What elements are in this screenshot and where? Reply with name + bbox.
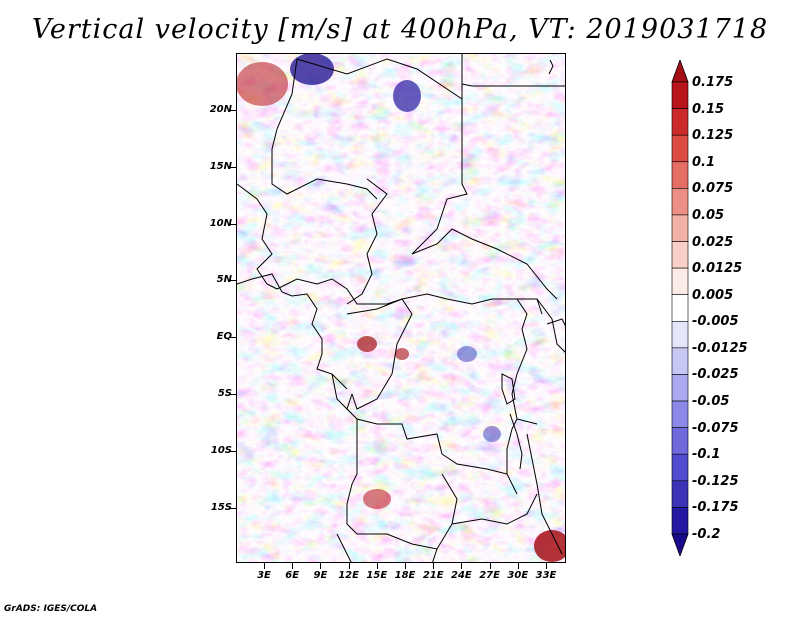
colorbar-segment <box>671 320 689 349</box>
lon-tick <box>517 563 519 569</box>
colorbar-label: -0.175 <box>692 500 739 516</box>
map-panel <box>236 53 566 563</box>
extreme-patches <box>237 54 565 562</box>
lat-label: 15N <box>209 160 232 172</box>
lat-tick <box>230 280 236 282</box>
lon-tick <box>320 563 322 569</box>
grads-credit: GrADS: IGES/COLA <box>4 604 98 614</box>
colorbar-label: -0.025 <box>692 367 739 383</box>
colorbar-segment <box>671 81 689 109</box>
lon-tick <box>292 563 294 569</box>
colorbar-label: 0.125 <box>692 128 734 144</box>
colorbar-segment <box>671 134 689 163</box>
lat-label: 10S <box>210 444 232 456</box>
lon-label: 30E <box>507 570 529 581</box>
lon-label: 15E <box>366 570 388 581</box>
lat-tick <box>230 110 236 111</box>
colorbar-label: -0.005 <box>692 314 739 330</box>
lon-label: 6E <box>285 570 300 581</box>
colorbar-segment <box>671 427 689 455</box>
lon-tick <box>264 563 265 569</box>
colorbar-top-arrow <box>671 60 689 83</box>
country-boundaries <box>237 54 565 562</box>
lat-label: EQ <box>216 331 232 343</box>
velocity-texture <box>237 54 565 562</box>
colorbar-label: 0.0125 <box>692 261 743 277</box>
colorbar-label: 0.1 <box>692 154 716 170</box>
lat-label: 10N <box>209 217 232 229</box>
colorbar-segment <box>671 188 689 216</box>
lat-label: 5N <box>216 274 232 286</box>
colorbar-label: 0.005 <box>692 287 734 303</box>
colorbar-label: 0.15 <box>692 101 725 117</box>
lat-tick <box>230 223 236 225</box>
colorbar-segment <box>671 374 689 402</box>
lon-tick <box>433 563 435 569</box>
colorbar-bottom-arrow <box>671 533 689 556</box>
colorbar-segment <box>671 400 689 428</box>
lon-tick <box>376 563 378 569</box>
lon-label: 9E <box>313 570 328 581</box>
colorbar-label: 0.175 <box>692 75 734 90</box>
colorbar-label: 0.075 <box>692 181 734 197</box>
colorbar-segment <box>671 453 689 482</box>
lon-tick <box>405 563 406 569</box>
lon-label: 33E <box>535 570 557 581</box>
lon-tick <box>489 563 491 569</box>
colorbar-segment <box>671 294 689 322</box>
colorbar-segment <box>671 161 689 189</box>
colorbar-segment <box>671 267 689 296</box>
colorbar-label: 0.025 <box>692 234 734 250</box>
lat-label: 15S <box>210 501 232 513</box>
lon-tick <box>546 563 547 569</box>
colorbar-label: 0.05 <box>692 207 725 223</box>
colorbar-label: -0.0125 <box>692 340 748 356</box>
colorbar-segment <box>671 241 689 269</box>
colorbar-label: -0.125 <box>692 473 739 489</box>
colorbar-segment <box>671 480 689 508</box>
vertical-velocity-field <box>237 54 565 562</box>
lat-tick <box>230 507 236 509</box>
lon-label: 27E <box>479 570 500 581</box>
colorbar-segment <box>671 507 689 535</box>
colorbar-segment <box>671 214 689 242</box>
colorbar-label: -0.2 <box>692 527 721 542</box>
lon-tick <box>461 563 463 569</box>
colorbar-segment <box>671 347 689 375</box>
lon-label: 21E <box>422 570 444 581</box>
colorbar-label: -0.075 <box>692 420 739 436</box>
lat-tick <box>230 394 236 395</box>
colorbar-segment <box>671 108 689 136</box>
colorbar-label: -0.1 <box>692 447 721 463</box>
lat-label: 5S <box>217 388 232 399</box>
colorbar <box>671 60 689 556</box>
lat-tick <box>230 166 236 168</box>
colorbar-label: -0.05 <box>692 394 730 410</box>
lat-tick <box>230 337 236 339</box>
lon-label: 3E <box>257 570 271 581</box>
lat-tick <box>230 450 236 452</box>
lon-label: 18E <box>394 570 416 581</box>
lon-label: 12E <box>338 570 359 581</box>
plot-title: Vertical velocity [m/s] at 400hPa, VT: 2… <box>31 14 769 45</box>
lon-tick <box>348 563 350 569</box>
lat-label: 20N <box>209 104 232 115</box>
lon-label: 24E <box>451 570 472 581</box>
